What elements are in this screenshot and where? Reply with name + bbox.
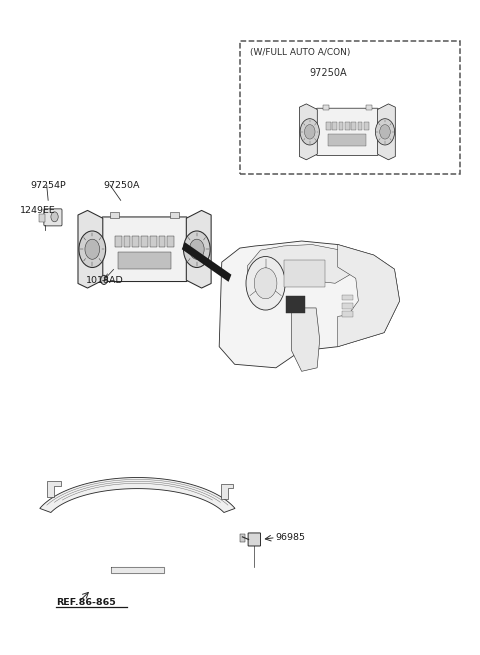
- Circle shape: [85, 239, 100, 259]
- Polygon shape: [221, 484, 233, 499]
- Bar: [240, 41, 459, 174]
- Bar: [328, 134, 366, 146]
- Circle shape: [101, 275, 108, 284]
- Bar: [345, 122, 350, 130]
- Bar: [326, 122, 331, 130]
- Polygon shape: [186, 210, 211, 288]
- Polygon shape: [377, 104, 396, 160]
- Polygon shape: [182, 242, 231, 282]
- Bar: [115, 236, 121, 247]
- Text: 96985: 96985: [276, 533, 306, 542]
- Bar: [342, 303, 353, 309]
- Text: 1018AD: 1018AD: [86, 276, 124, 285]
- Text: 97250A: 97250A: [310, 68, 347, 78]
- Bar: [364, 122, 369, 130]
- FancyBboxPatch shape: [44, 209, 62, 226]
- Circle shape: [304, 124, 315, 139]
- Circle shape: [300, 119, 319, 145]
- Circle shape: [246, 257, 285, 310]
- Circle shape: [183, 231, 210, 267]
- Circle shape: [190, 239, 204, 259]
- Polygon shape: [291, 308, 320, 371]
- Bar: [141, 236, 148, 247]
- Text: 97254P: 97254P: [30, 181, 66, 190]
- Bar: [124, 236, 131, 247]
- Text: (W/FULL AUTO A/CON): (W/FULL AUTO A/CON): [250, 48, 350, 57]
- Polygon shape: [47, 481, 60, 497]
- Bar: [110, 212, 119, 218]
- Bar: [159, 236, 166, 247]
- Polygon shape: [300, 104, 317, 160]
- Text: 97250A: 97250A: [103, 181, 140, 190]
- Bar: [150, 236, 156, 247]
- Bar: [342, 295, 353, 300]
- Bar: [286, 296, 305, 313]
- Bar: [168, 236, 174, 247]
- Polygon shape: [338, 244, 399, 346]
- Circle shape: [51, 212, 58, 222]
- Bar: [351, 122, 356, 130]
- Bar: [366, 105, 372, 109]
- Circle shape: [375, 119, 395, 145]
- Bar: [332, 122, 337, 130]
- Polygon shape: [40, 477, 235, 512]
- Bar: [39, 214, 45, 222]
- Bar: [240, 534, 245, 542]
- Circle shape: [79, 231, 106, 267]
- Circle shape: [380, 124, 390, 139]
- Bar: [170, 212, 179, 218]
- FancyBboxPatch shape: [102, 217, 187, 282]
- Text: 1249EE: 1249EE: [20, 206, 55, 215]
- Bar: [118, 252, 171, 269]
- Polygon shape: [78, 210, 103, 288]
- Polygon shape: [111, 567, 164, 573]
- Bar: [323, 105, 329, 109]
- Bar: [132, 236, 139, 247]
- Bar: [339, 122, 344, 130]
- Bar: [284, 260, 325, 287]
- FancyBboxPatch shape: [316, 108, 378, 155]
- Polygon shape: [219, 241, 399, 368]
- Text: REF.86-865: REF.86-865: [56, 598, 116, 607]
- Bar: [342, 312, 353, 317]
- FancyBboxPatch shape: [248, 533, 261, 546]
- Polygon shape: [248, 244, 353, 287]
- Circle shape: [254, 268, 277, 299]
- Bar: [358, 122, 362, 130]
